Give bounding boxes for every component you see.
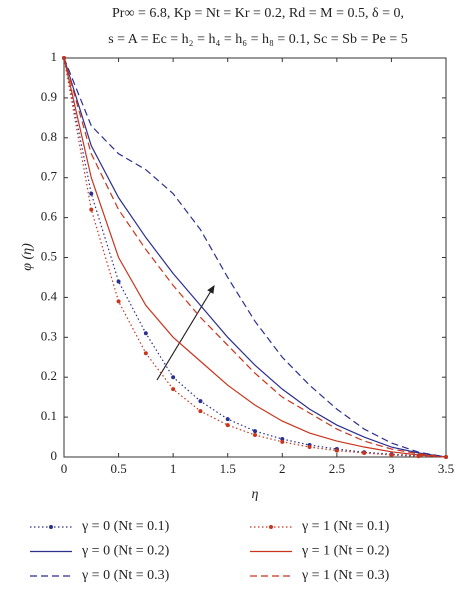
series-line (63, 57, 447, 458)
legend-marker (49, 525, 53, 529)
y-tick-label: 0.6 (41, 209, 58, 224)
series-marker (307, 445, 312, 450)
legend-label: γ = 0 (Nt = 0.1) (81, 519, 170, 534)
title-line: s = A = Ec = h₂ = h₄ = h₆ = h₈ = 0.1, Sc… (108, 32, 408, 47)
series-marker (253, 433, 257, 438)
x-tick-label: 0.5 (110, 461, 126, 476)
legend-label: γ = 0 (Nt = 0.2) (81, 544, 170, 559)
series-marker (143, 351, 148, 356)
series-marker (116, 299, 121, 304)
y-tick-label: 0.4 (41, 288, 58, 303)
series-marker (89, 191, 94, 196)
y-tick-label: 0.2 (41, 368, 57, 383)
x-tick-label: 2 (279, 461, 286, 476)
series-marker (171, 375, 176, 380)
y-tick-label: 0.8 (41, 129, 57, 144)
series-marker (116, 279, 121, 284)
x-tick-label: 2.5 (329, 461, 345, 476)
series-marker (198, 399, 203, 404)
x-tick-label: 0 (61, 461, 68, 476)
title-line: Pr∞ = 6.8, Kp = Nt = Kr = 0.2, Rd = M = … (112, 6, 404, 21)
series-marker (280, 437, 285, 442)
x-tick-label: 1 (170, 461, 177, 476)
y-tick-label: 0.3 (41, 328, 57, 343)
series-line (63, 57, 447, 458)
legend-label: γ = 0 (Nt = 0.3) (81, 568, 170, 583)
x-axis-label: η (252, 487, 259, 502)
series-marker (225, 417, 230, 422)
legend-marker (269, 525, 273, 529)
series-line (63, 57, 447, 458)
plot-frame (63, 57, 447, 458)
series-marker (389, 453, 394, 458)
y-tick-label: 0.7 (41, 169, 58, 184)
x-tick-label: 3.5 (438, 461, 454, 476)
series-marker (280, 439, 285, 444)
legend-label: γ = 1 (Nt = 0.3) (301, 568, 390, 583)
y-tick-label: 0.5 (41, 248, 57, 263)
series-marker (198, 409, 203, 414)
y-tick-label: 0 (51, 448, 58, 463)
x-tick-label: 3 (388, 461, 395, 476)
y-tick-label: 0.1 (41, 408, 57, 423)
series-line (63, 57, 447, 458)
series-line (63, 57, 447, 458)
series-marker (171, 387, 176, 392)
series-marker (253, 429, 257, 434)
x-tick-label: 1.5 (220, 461, 236, 476)
y-tick-label: 0.9 (41, 89, 57, 104)
y-tick-label: 1 (51, 49, 58, 64)
legend-label: γ = 1 (Nt = 0.1) (301, 519, 390, 534)
series-marker (362, 451, 367, 456)
series-marker (143, 331, 148, 336)
trend-arrow (156, 284, 215, 381)
series-marker (334, 448, 339, 453)
series-line (63, 57, 447, 458)
series-marker (89, 207, 94, 212)
series-marker (225, 423, 230, 428)
legend-label: γ = 1 (Nt = 0.2) (301, 544, 390, 559)
y-axis-label: φ (η) (20, 243, 35, 271)
